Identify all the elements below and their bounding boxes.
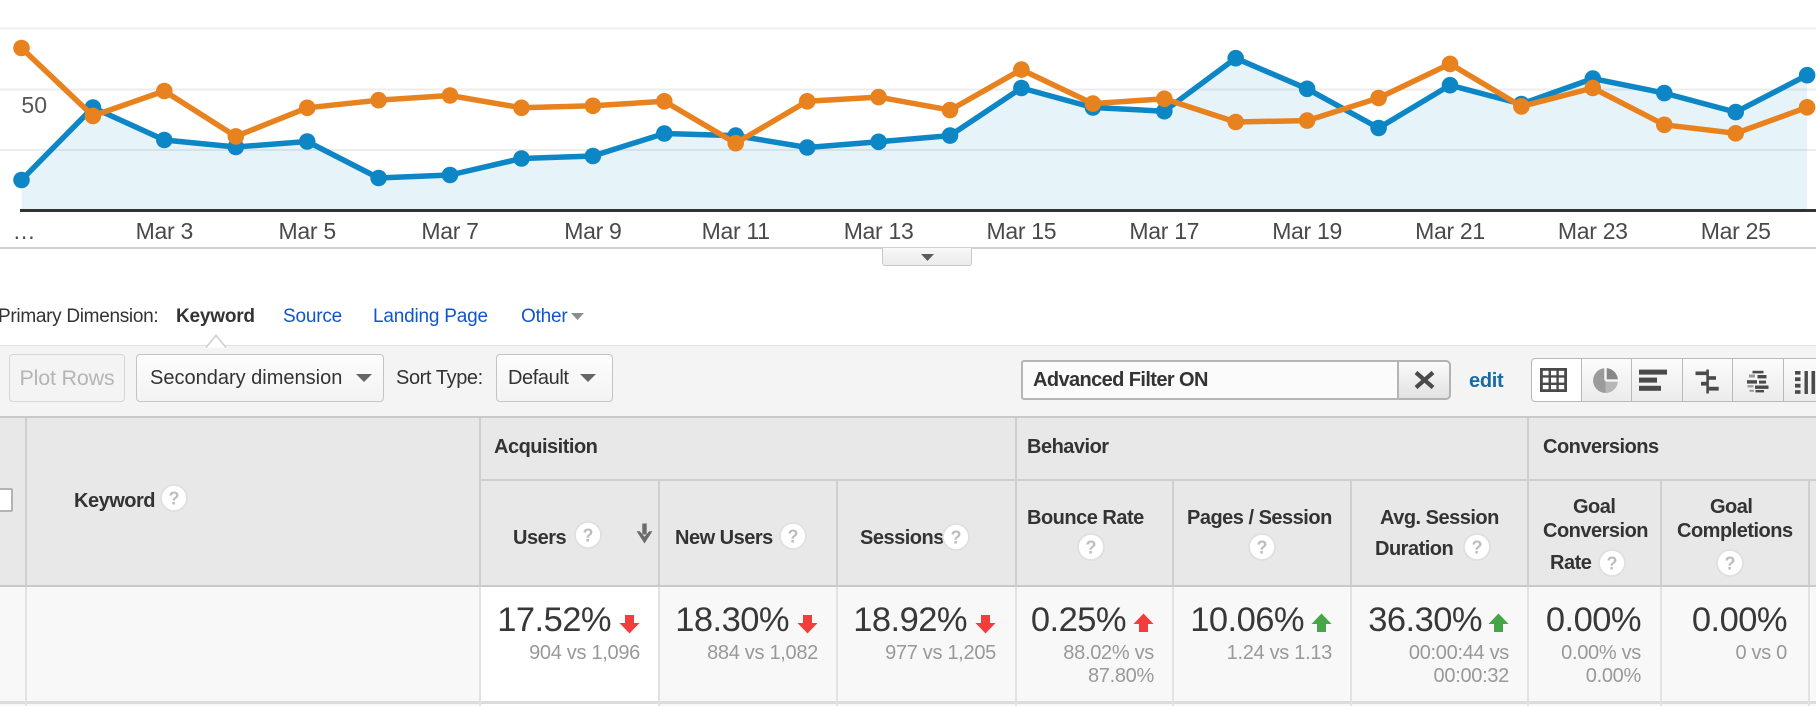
svg-text:…: … xyxy=(13,218,36,244)
svg-text:Mar 17: Mar 17 xyxy=(1129,218,1199,244)
svg-text:Mar 25: Mar 25 xyxy=(1701,218,1771,244)
svg-text:Mar 3: Mar 3 xyxy=(136,218,193,244)
svg-text:Mar 23: Mar 23 xyxy=(1558,218,1628,244)
svg-text:Mar 13: Mar 13 xyxy=(844,218,914,244)
svg-text:Mar 19: Mar 19 xyxy=(1272,218,1342,244)
svg-text:?: ? xyxy=(583,526,594,546)
svg-text:?: ? xyxy=(788,527,799,547)
svg-text:?: ? xyxy=(1257,538,1268,558)
svg-text:Mar 21: Mar 21 xyxy=(1415,218,1485,244)
svg-text:?: ? xyxy=(1607,554,1618,574)
svg-text:?: ? xyxy=(951,528,962,548)
svg-text:Mar 7: Mar 7 xyxy=(421,218,478,244)
svg-text:Mar 11: Mar 11 xyxy=(702,218,770,244)
svg-text:50: 50 xyxy=(21,92,47,118)
svg-text:?: ? xyxy=(1086,538,1097,558)
svg-text:?: ? xyxy=(1472,538,1483,558)
svg-text:?: ? xyxy=(169,489,180,509)
svg-text:Mar 5: Mar 5 xyxy=(279,218,336,244)
svg-text:?: ? xyxy=(1725,554,1736,574)
svg-text:Mar 15: Mar 15 xyxy=(987,218,1057,244)
svg-text:Mar 9: Mar 9 xyxy=(564,218,621,244)
